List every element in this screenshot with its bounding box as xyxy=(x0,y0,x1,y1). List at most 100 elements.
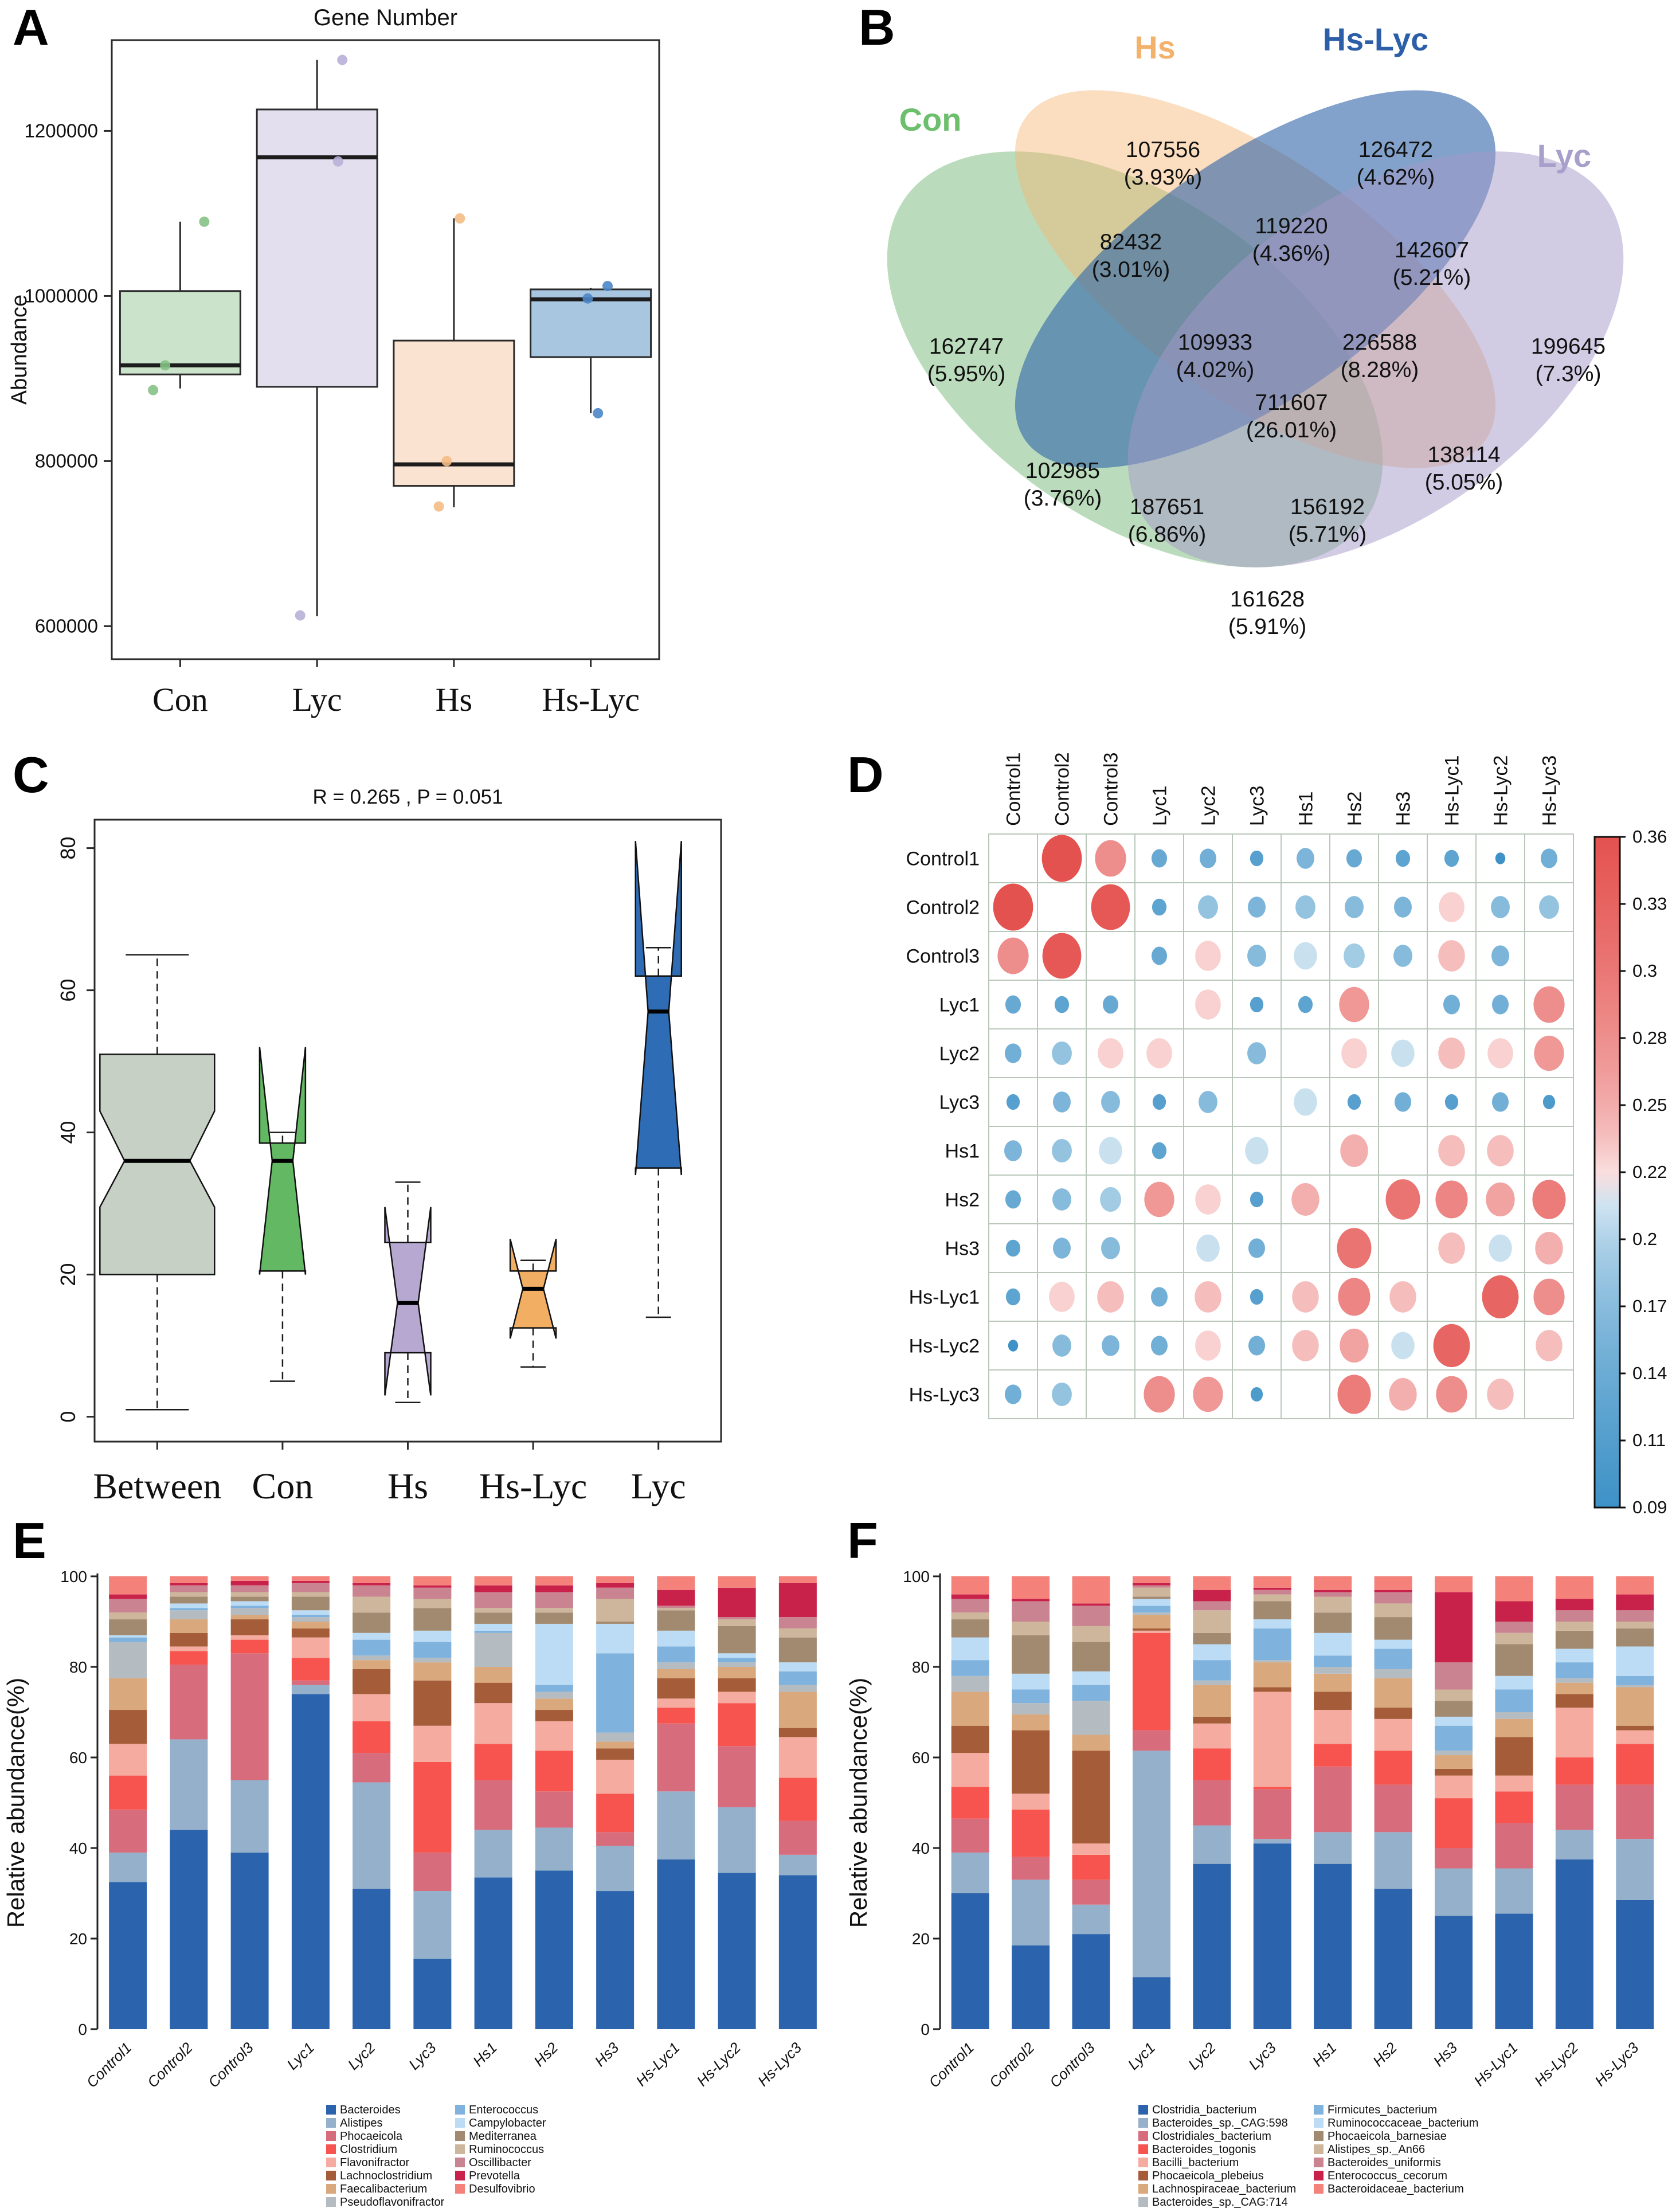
corr-glyph xyxy=(1394,896,1412,918)
bar-segment xyxy=(291,1658,330,1681)
corr-cell xyxy=(1475,1321,1525,1371)
corr-glyph xyxy=(1049,1282,1075,1312)
corr-glyph xyxy=(1438,940,1465,972)
corr-glyph xyxy=(1054,996,1070,1013)
bar-segment xyxy=(1012,1730,1050,1794)
bar-segment xyxy=(230,1596,269,1602)
bar-segment xyxy=(1374,1603,1412,1618)
venn-diagram: Con Hs Hs-Lyc Lyc 162747 (5.95%) 107556 (3.93%)… xyxy=(887,21,1624,639)
x-category-label: Control3 xyxy=(205,2039,257,2091)
x-category-label: Con xyxy=(252,1466,314,1506)
legend-label: Phocaeicola_barnesiae xyxy=(1328,2130,1447,2143)
bar-segment xyxy=(474,1592,512,1608)
bar-segment xyxy=(291,1622,330,1628)
legend-swatch xyxy=(1138,2105,1148,2115)
genus-stacked-bars: 0 20 40 60 80 100 Relative abundance(%) Control… xyxy=(2,1568,817,2209)
bar-segment xyxy=(353,1576,391,1583)
corr-glyph xyxy=(1385,1179,1420,1220)
y-tick-label: 40 xyxy=(69,1839,87,1857)
bar-segment xyxy=(170,1576,208,1583)
bar-segment xyxy=(1616,1744,1654,1785)
data-point xyxy=(433,501,444,512)
bar-segment xyxy=(1435,1725,1473,1751)
bar-segment xyxy=(109,1852,147,1882)
x-category-label: Lyc1 xyxy=(283,2039,318,2073)
bar-segment xyxy=(657,1606,695,1608)
chart-title: R = 0.265 , P = 0.051 xyxy=(312,786,503,808)
colorbar xyxy=(1593,836,1621,1509)
bar-segment xyxy=(109,1599,147,1613)
bar-segment xyxy=(1012,1703,1050,1714)
y-tick-label: 40 xyxy=(912,1839,930,1857)
legend-label: Oscillibacter xyxy=(469,2156,531,2169)
bar-segment xyxy=(535,1710,573,1721)
data-point xyxy=(593,408,604,418)
y-tick-label: 40 xyxy=(56,1121,80,1144)
bar-segment xyxy=(291,1637,330,1658)
bar-segment xyxy=(1012,1714,1050,1731)
corr-glyph xyxy=(1535,1232,1563,1264)
corr-glyph xyxy=(1250,996,1264,1013)
venn-set-label: Hs-Lyc xyxy=(1323,21,1429,57)
bar-segment xyxy=(1495,1622,1533,1633)
corr-col-label: Hs1 xyxy=(1295,792,1317,826)
corr-glyph xyxy=(1292,1281,1319,1313)
bar-segment xyxy=(1193,1748,1231,1780)
bar-segment xyxy=(1495,1823,1533,1869)
legend-label: Bacteroides_sp._CAG:714 xyxy=(1152,2196,1288,2209)
corr-glyph xyxy=(1150,1287,1168,1307)
corr-glyph xyxy=(1247,945,1266,967)
bar-segment xyxy=(657,1723,695,1792)
venn-region-count: 161628 xyxy=(1230,587,1305,612)
bar-segment xyxy=(230,1592,269,1597)
bar-segment xyxy=(718,1653,756,1658)
corr-cell xyxy=(1037,882,1087,932)
bar-segment xyxy=(778,1583,817,1618)
x-category-label: Hs-Lyc xyxy=(479,1466,587,1506)
bar-segment xyxy=(1616,1687,1654,1726)
corr-row-label: Lyc3 xyxy=(939,1092,980,1114)
corr-glyph xyxy=(1091,884,1130,930)
corr-glyph xyxy=(1004,1140,1022,1161)
bar-segment xyxy=(1616,1594,1654,1611)
legend-swatch xyxy=(326,2131,336,2141)
corr-glyph xyxy=(1491,995,1509,1015)
corr-glyph xyxy=(1196,1234,1220,1262)
bar-segment xyxy=(1495,1913,1533,2029)
bar-segment xyxy=(1555,1830,1593,1859)
legend-label: Clostridia_bacterium xyxy=(1152,2104,1256,2116)
legend-label: Bacteroides_uniformis xyxy=(1328,2156,1441,2169)
bar-segment xyxy=(1132,1628,1170,1631)
bar-segment xyxy=(413,1891,452,1959)
colorbar-tick-label: 0.22 xyxy=(1632,1162,1667,1182)
venn-set-label: Lyc xyxy=(1537,138,1591,174)
bar-segment xyxy=(1374,1617,1412,1640)
bar-segment xyxy=(1495,1737,1533,1776)
corr-glyph xyxy=(1247,1042,1266,1064)
bar-segment xyxy=(657,1646,695,1663)
corr-glyph xyxy=(1005,1288,1021,1306)
bar-segment xyxy=(535,1576,573,1585)
bar-segment xyxy=(353,1632,391,1640)
corr-glyph xyxy=(1195,1184,1221,1215)
corr-glyph xyxy=(1193,1376,1223,1412)
corr-glyph xyxy=(1345,896,1364,918)
bar-segment xyxy=(657,1610,695,1631)
x-category-label: Hs1 xyxy=(1309,2039,1340,2070)
x-category-label: Hs xyxy=(387,1466,428,1506)
bar-segment xyxy=(1012,1601,1050,1622)
y-tick-label: 60 xyxy=(69,1749,87,1767)
bar-segment xyxy=(1072,1904,1110,1935)
corr-cell xyxy=(1378,1223,1428,1273)
venn-region-percent: (5.71%) xyxy=(1289,522,1367,547)
bar-segment xyxy=(474,1780,512,1830)
bar-segment xyxy=(230,1639,269,1654)
bar-segment xyxy=(1193,1716,1231,1724)
bar-segment xyxy=(596,1832,635,1846)
y-tick-label: 20 xyxy=(69,1930,87,1948)
bar-segment xyxy=(291,1685,330,1694)
bar-segment xyxy=(170,1585,208,1592)
corr-glyph xyxy=(1389,1281,1416,1313)
bar-segment xyxy=(109,1775,147,1810)
bar-segment xyxy=(109,1637,147,1642)
